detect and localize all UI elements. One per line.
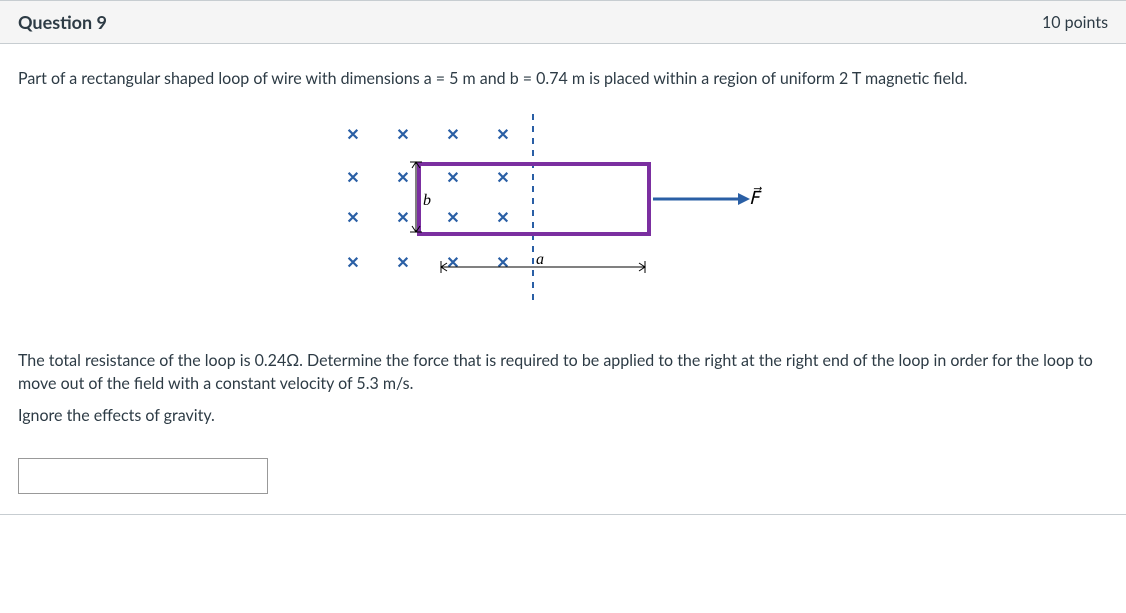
question-points: 10 points (1042, 13, 1108, 32)
svg-text:✕: ✕ (346, 256, 359, 273)
prompt-intro: Part of a rectangular shaped loop of wir… (18, 68, 1108, 90)
svg-text:✕: ✕ (496, 256, 509, 273)
question-title: Question 9 (18, 11, 107, 33)
svg-text:✕: ✕ (396, 211, 409, 228)
svg-text:✕: ✕ (396, 128, 409, 145)
svg-text:✕: ✕ (346, 128, 359, 145)
svg-text:✕: ✕ (396, 256, 409, 273)
svg-text:✕: ✕ (346, 171, 359, 188)
question-body: Part of a rectangular shaped loop of wir… (0, 44, 1126, 515)
answer-input[interactable] (18, 458, 268, 494)
svg-text:✕: ✕ (396, 171, 409, 188)
svg-text:✕: ✕ (446, 128, 459, 145)
svg-text:✕: ✕ (496, 171, 509, 188)
prompt-line2: The total resistance of the loop is 0.24… (18, 350, 1108, 395)
svg-text:✕: ✕ (446, 211, 459, 228)
svg-text:✕: ✕ (496, 211, 509, 228)
diagram-container: ✕✕✕✕✕✕✕✕✕✕✕✕✕✕✕✕baF⃗ (18, 104, 1108, 324)
prompt-line3: Ignore the effects of gravity. (18, 405, 1108, 427)
svg-text:b: b (423, 192, 431, 209)
svg-text:a: a (536, 251, 544, 268)
svg-text:✕: ✕ (496, 128, 509, 145)
svg-text:✕: ✕ (446, 171, 459, 188)
svg-text:✕: ✕ (446, 256, 459, 273)
svg-text:✕: ✕ (346, 211, 359, 228)
loop-diagram: ✕✕✕✕✕✕✕✕✕✕✕✕✕✕✕✕baF⃗ (323, 104, 803, 324)
question-header: Question 9 10 points (0, 0, 1126, 44)
